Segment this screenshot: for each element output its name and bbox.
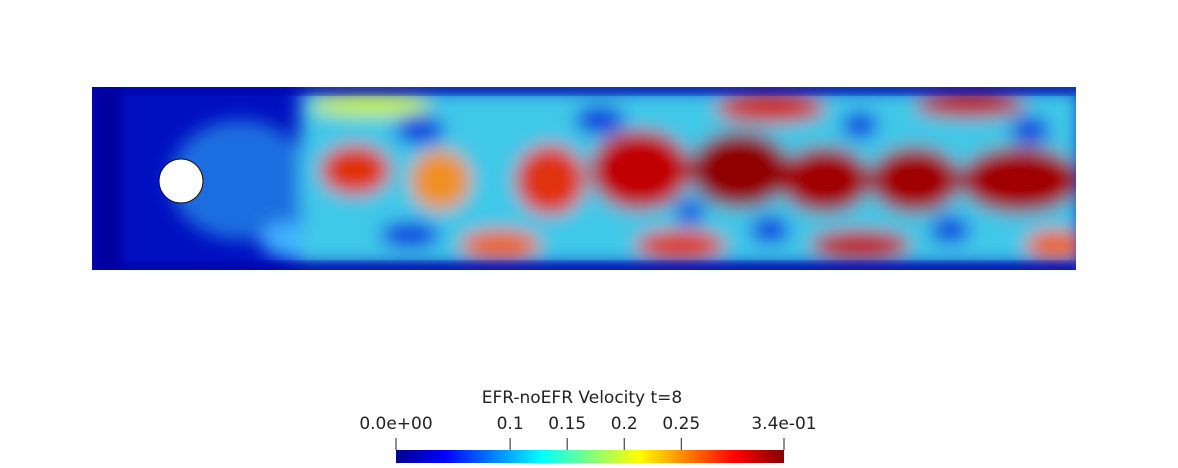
colorbar-title: EFR-noEFR Velocity t=8	[482, 388, 683, 408]
colorbar-tick-label: 3.4e-01	[751, 414, 816, 434]
colorbar-tick-label: 0.15	[548, 414, 586, 434]
colorbar-tick-label: 0.25	[662, 414, 700, 434]
flow-field	[92, 87, 1076, 270]
colorbar	[396, 450, 784, 463]
cylinder	[158, 158, 204, 204]
colorbar-tick-label: 0.2	[611, 414, 638, 434]
colorbar-tick-label: 0.1	[497, 414, 524, 434]
colorbar-tick-label: 0.0e+00	[359, 414, 432, 434]
